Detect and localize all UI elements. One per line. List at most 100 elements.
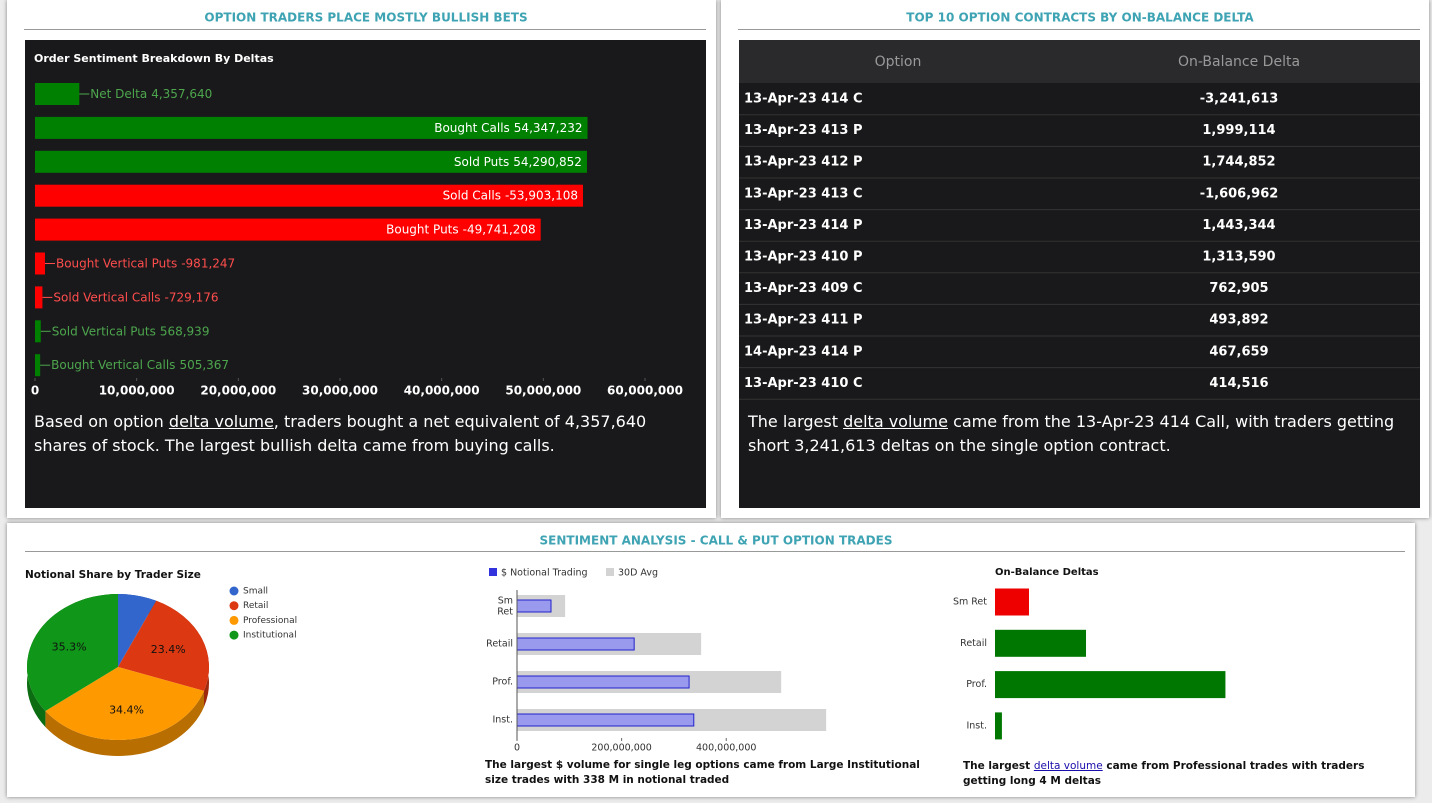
bar-label: Bought Calls 54,347,232	[434, 120, 582, 134]
cell: 762,905	[1209, 281, 1268, 296]
link[interactable]: delta volume	[168, 412, 274, 431]
bar	[35, 218, 541, 241]
cell: 14-Apr-23 414 P	[744, 344, 862, 359]
x-tick-label: 60,000,000	[607, 384, 683, 398]
y-tick-label: Sm Ret	[497, 595, 513, 617]
column-header: On-Balance Delta	[1178, 54, 1300, 70]
y-tick-label: Prof.	[966, 679, 987, 690]
summary: The largest delta volume came from the 1…	[748, 410, 1408, 458]
cell: 414,516	[1209, 376, 1268, 391]
bar-label: Sold Calls -53,903,108	[443, 188, 578, 202]
category: Sold Calls	[443, 188, 501, 202]
legend-swatch	[489, 568, 497, 576]
cell: 13-Apr-23 413 P	[744, 123, 862, 138]
text: came from the 13-Apr-23 414 Call, with t…	[748, 412, 1395, 455]
cell: 13-Apr-23 409 C	[744, 281, 862, 296]
bar-label: Bought Vertical Calls 505,367	[51, 358, 229, 372]
x-tick-label: 20,000,000	[200, 384, 276, 398]
cell: 13-Apr-23 410 P	[744, 250, 862, 265]
column-header: Option	[875, 54, 922, 70]
chart-title: Order Sentiment Breakdown By Deltas	[34, 52, 274, 65]
chart-title: On-Balance Deltas	[995, 567, 1099, 578]
x-tick-label: 40,000,000	[404, 384, 480, 398]
value-label: 568,939	[160, 324, 210, 338]
bar-label: Sold Vertical Puts 568,939	[52, 324, 210, 338]
legend-label: Retail	[243, 601, 268, 611]
bar-label: Sold Puts 54,290,852	[454, 154, 582, 168]
x-tick-label: 0	[31, 384, 39, 398]
bar	[35, 286, 43, 309]
y-tick-label: Inst.	[966, 720, 987, 731]
table-header	[739, 40, 1420, 83]
cell: 13-Apr-23 414 P	[744, 218, 862, 233]
bar	[35, 184, 584, 207]
value-label: -729,176	[165, 290, 219, 304]
value-label: 4,357,640	[151, 87, 212, 101]
link[interactable]: delta volume	[1033, 760, 1103, 772]
cell: 13-Apr-23 412 P	[744, 155, 862, 170]
x-tick-label: 200,000,000	[591, 743, 651, 754]
category: Bought Calls	[434, 120, 510, 134]
value-label: -981,247	[181, 256, 235, 270]
bar	[516, 675, 690, 689]
cell: 1,999,114	[1202, 123, 1275, 138]
bar	[995, 588, 1029, 616]
value-label: 54,347,232	[514, 120, 583, 134]
category: Sold Vertical Calls	[53, 290, 160, 304]
panel-title: SENTIMENT ANALYSIS - CALL & PUT OPTION T…	[540, 534, 893, 548]
y-tick-label: Retail	[960, 638, 987, 649]
category: Bought Vertical Calls	[51, 358, 175, 372]
legend-swatch	[606, 568, 614, 576]
category: Sold Puts	[454, 154, 509, 168]
bar-label: Bought Puts -49,741,208	[386, 222, 536, 236]
category: Net Delta	[90, 87, 147, 101]
panel-title: OPTION TRADERS PLACE MOSTLY BULLISH BETS	[204, 11, 527, 25]
bar	[516, 599, 552, 613]
x-tick-label: 10,000,000	[99, 384, 175, 398]
bar	[35, 320, 41, 343]
text: The largest	[963, 760, 1034, 772]
bar-label: Sold Vertical Calls -729,176	[53, 290, 218, 304]
y-tick-label: Sm Ret	[953, 597, 987, 608]
text: The largest	[748, 412, 844, 431]
legend-swatch	[229, 615, 239, 625]
bar	[516, 713, 695, 727]
cell: -3,241,613	[1200, 92, 1279, 107]
category: Sold Vertical Puts	[52, 324, 156, 338]
cell: 13-Apr-23 411 P	[744, 313, 862, 328]
legend-label: Professional	[243, 616, 297, 626]
bar	[516, 637, 635, 651]
legend-swatch	[229, 630, 239, 640]
label-line: Ret	[497, 606, 513, 617]
link[interactable]: delta volume	[843, 412, 948, 431]
legend-label: Small	[243, 587, 268, 597]
bar	[995, 671, 1226, 699]
category: Bought Puts	[386, 222, 459, 236]
value-label: 23.4%	[151, 643, 186, 656]
cell: 1,443,344	[1202, 218, 1275, 233]
legend-label: 30D Avg	[618, 568, 658, 579]
x-tick-label: 400,000,000	[696, 743, 756, 754]
value-label: 505,367	[179, 358, 229, 372]
y-tick-label: Inst.	[492, 715, 513, 726]
bar	[35, 83, 80, 105]
panel-title: TOP 10 OPTION CONTRACTS BY ON-BALANCE DE…	[906, 11, 1254, 25]
x-tick-label: 30,000,000	[302, 384, 378, 398]
pie-slice	[26, 593, 118, 712]
bar	[35, 252, 45, 275]
note: The largest delta volume came from Profe…	[963, 759, 1393, 789]
category: Bought Vertical Puts	[56, 256, 177, 270]
y-tick-label: Retail	[486, 639, 513, 650]
cell: 1,313,590	[1202, 250, 1275, 265]
value-label: -49,741,208	[463, 222, 536, 236]
y-tick-label: Prof.	[492, 677, 513, 688]
cell: 1,744,852	[1202, 155, 1275, 170]
bar	[35, 150, 587, 173]
text: came from Professional trades with trade…	[963, 760, 1365, 787]
x-tick-label: 50,000,000	[505, 384, 581, 398]
panel	[7, 523, 1415, 797]
bar-label: Net Delta 4,357,640	[90, 87, 212, 101]
summary: Based on option delta volume, traders bo…	[34, 410, 699, 458]
